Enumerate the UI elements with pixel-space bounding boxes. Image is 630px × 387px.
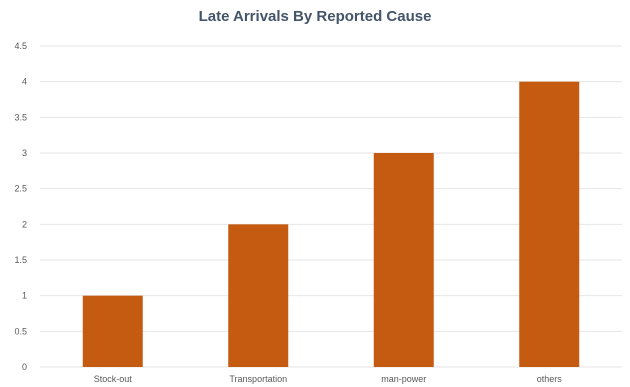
y-tick-label: 2.5 bbox=[14, 184, 27, 194]
x-tick-label: Transportation bbox=[229, 374, 287, 384]
y-tick-label: 3 bbox=[22, 148, 27, 158]
y-tick-label: 1.5 bbox=[14, 255, 27, 265]
x-tick-label: Stock-out bbox=[94, 374, 133, 384]
x-tick-label: others bbox=[537, 374, 563, 384]
x-tick-label: man-power bbox=[381, 374, 426, 384]
bar bbox=[373, 153, 434, 367]
y-tick-label: 3.5 bbox=[14, 112, 27, 122]
y-tick-label: 2 bbox=[22, 219, 27, 229]
y-tick-label: 1 bbox=[22, 291, 27, 301]
y-tick-label: 0 bbox=[22, 362, 27, 372]
y-tick-label: 4.5 bbox=[14, 41, 27, 51]
y-tick-label: 4 bbox=[22, 77, 27, 87]
bar bbox=[519, 81, 580, 368]
chart-title: Late Arrivals By Reported Cause bbox=[198, 8, 432, 25]
bar bbox=[228, 224, 289, 367]
y-tick-label: 0.5 bbox=[14, 326, 27, 336]
bar bbox=[82, 295, 143, 367]
